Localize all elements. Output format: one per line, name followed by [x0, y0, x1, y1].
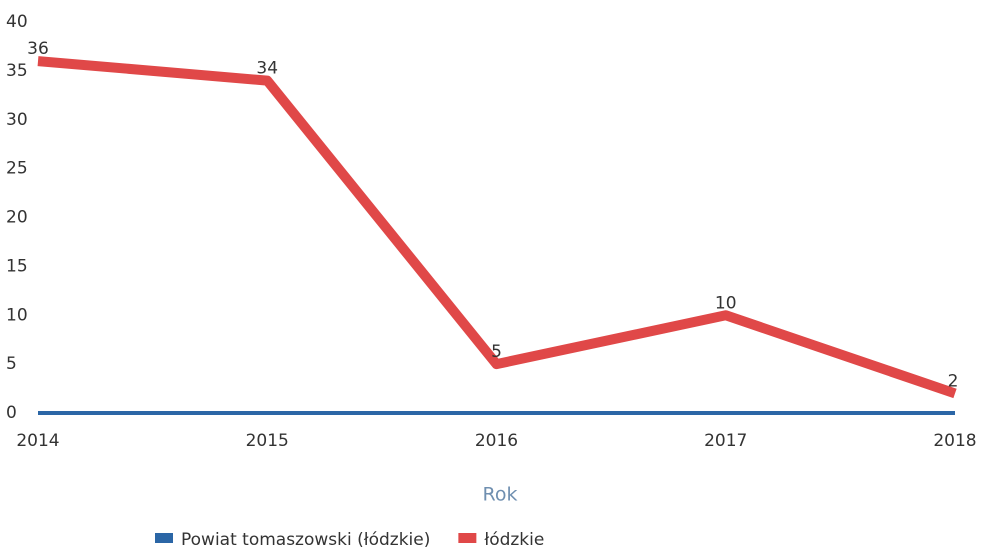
data-label: 36 — [27, 39, 49, 59]
y-tick-label: 0 — [6, 403, 17, 423]
data-label: 34 — [256, 59, 278, 79]
legend-swatch — [155, 533, 173, 543]
legend-label: łódzkie — [484, 530, 544, 550]
y-tick-label: 20 — [6, 208, 28, 228]
x-tick-label: 2018 — [933, 431, 976, 451]
x-axis-title: Rok — [483, 484, 518, 506]
series-line — [37, 56, 957, 399]
y-tick-label: 15 — [6, 256, 28, 276]
y-tick-label: 30 — [6, 110, 28, 130]
y-tick-label: 25 — [6, 159, 28, 179]
x-tick-label: 2015 — [246, 431, 289, 451]
data-label: 2 — [948, 371, 959, 391]
y-tick-label: 5 — [6, 354, 17, 374]
x-tick-label: 2016 — [475, 431, 518, 451]
x-tick-label: 2014 — [16, 431, 59, 451]
legend-label: Powiat tomaszowski (łódzkie) — [181, 530, 430, 550]
data-label: 10 — [715, 293, 737, 313]
y-tick-label: 35 — [6, 61, 28, 81]
data-label: 5 — [491, 342, 502, 362]
x-tick-label: 2017 — [704, 431, 747, 451]
y-tick-label: 40 — [6, 12, 28, 32]
y-tick-label: 10 — [6, 305, 28, 325]
legend-swatch — [458, 533, 477, 543]
